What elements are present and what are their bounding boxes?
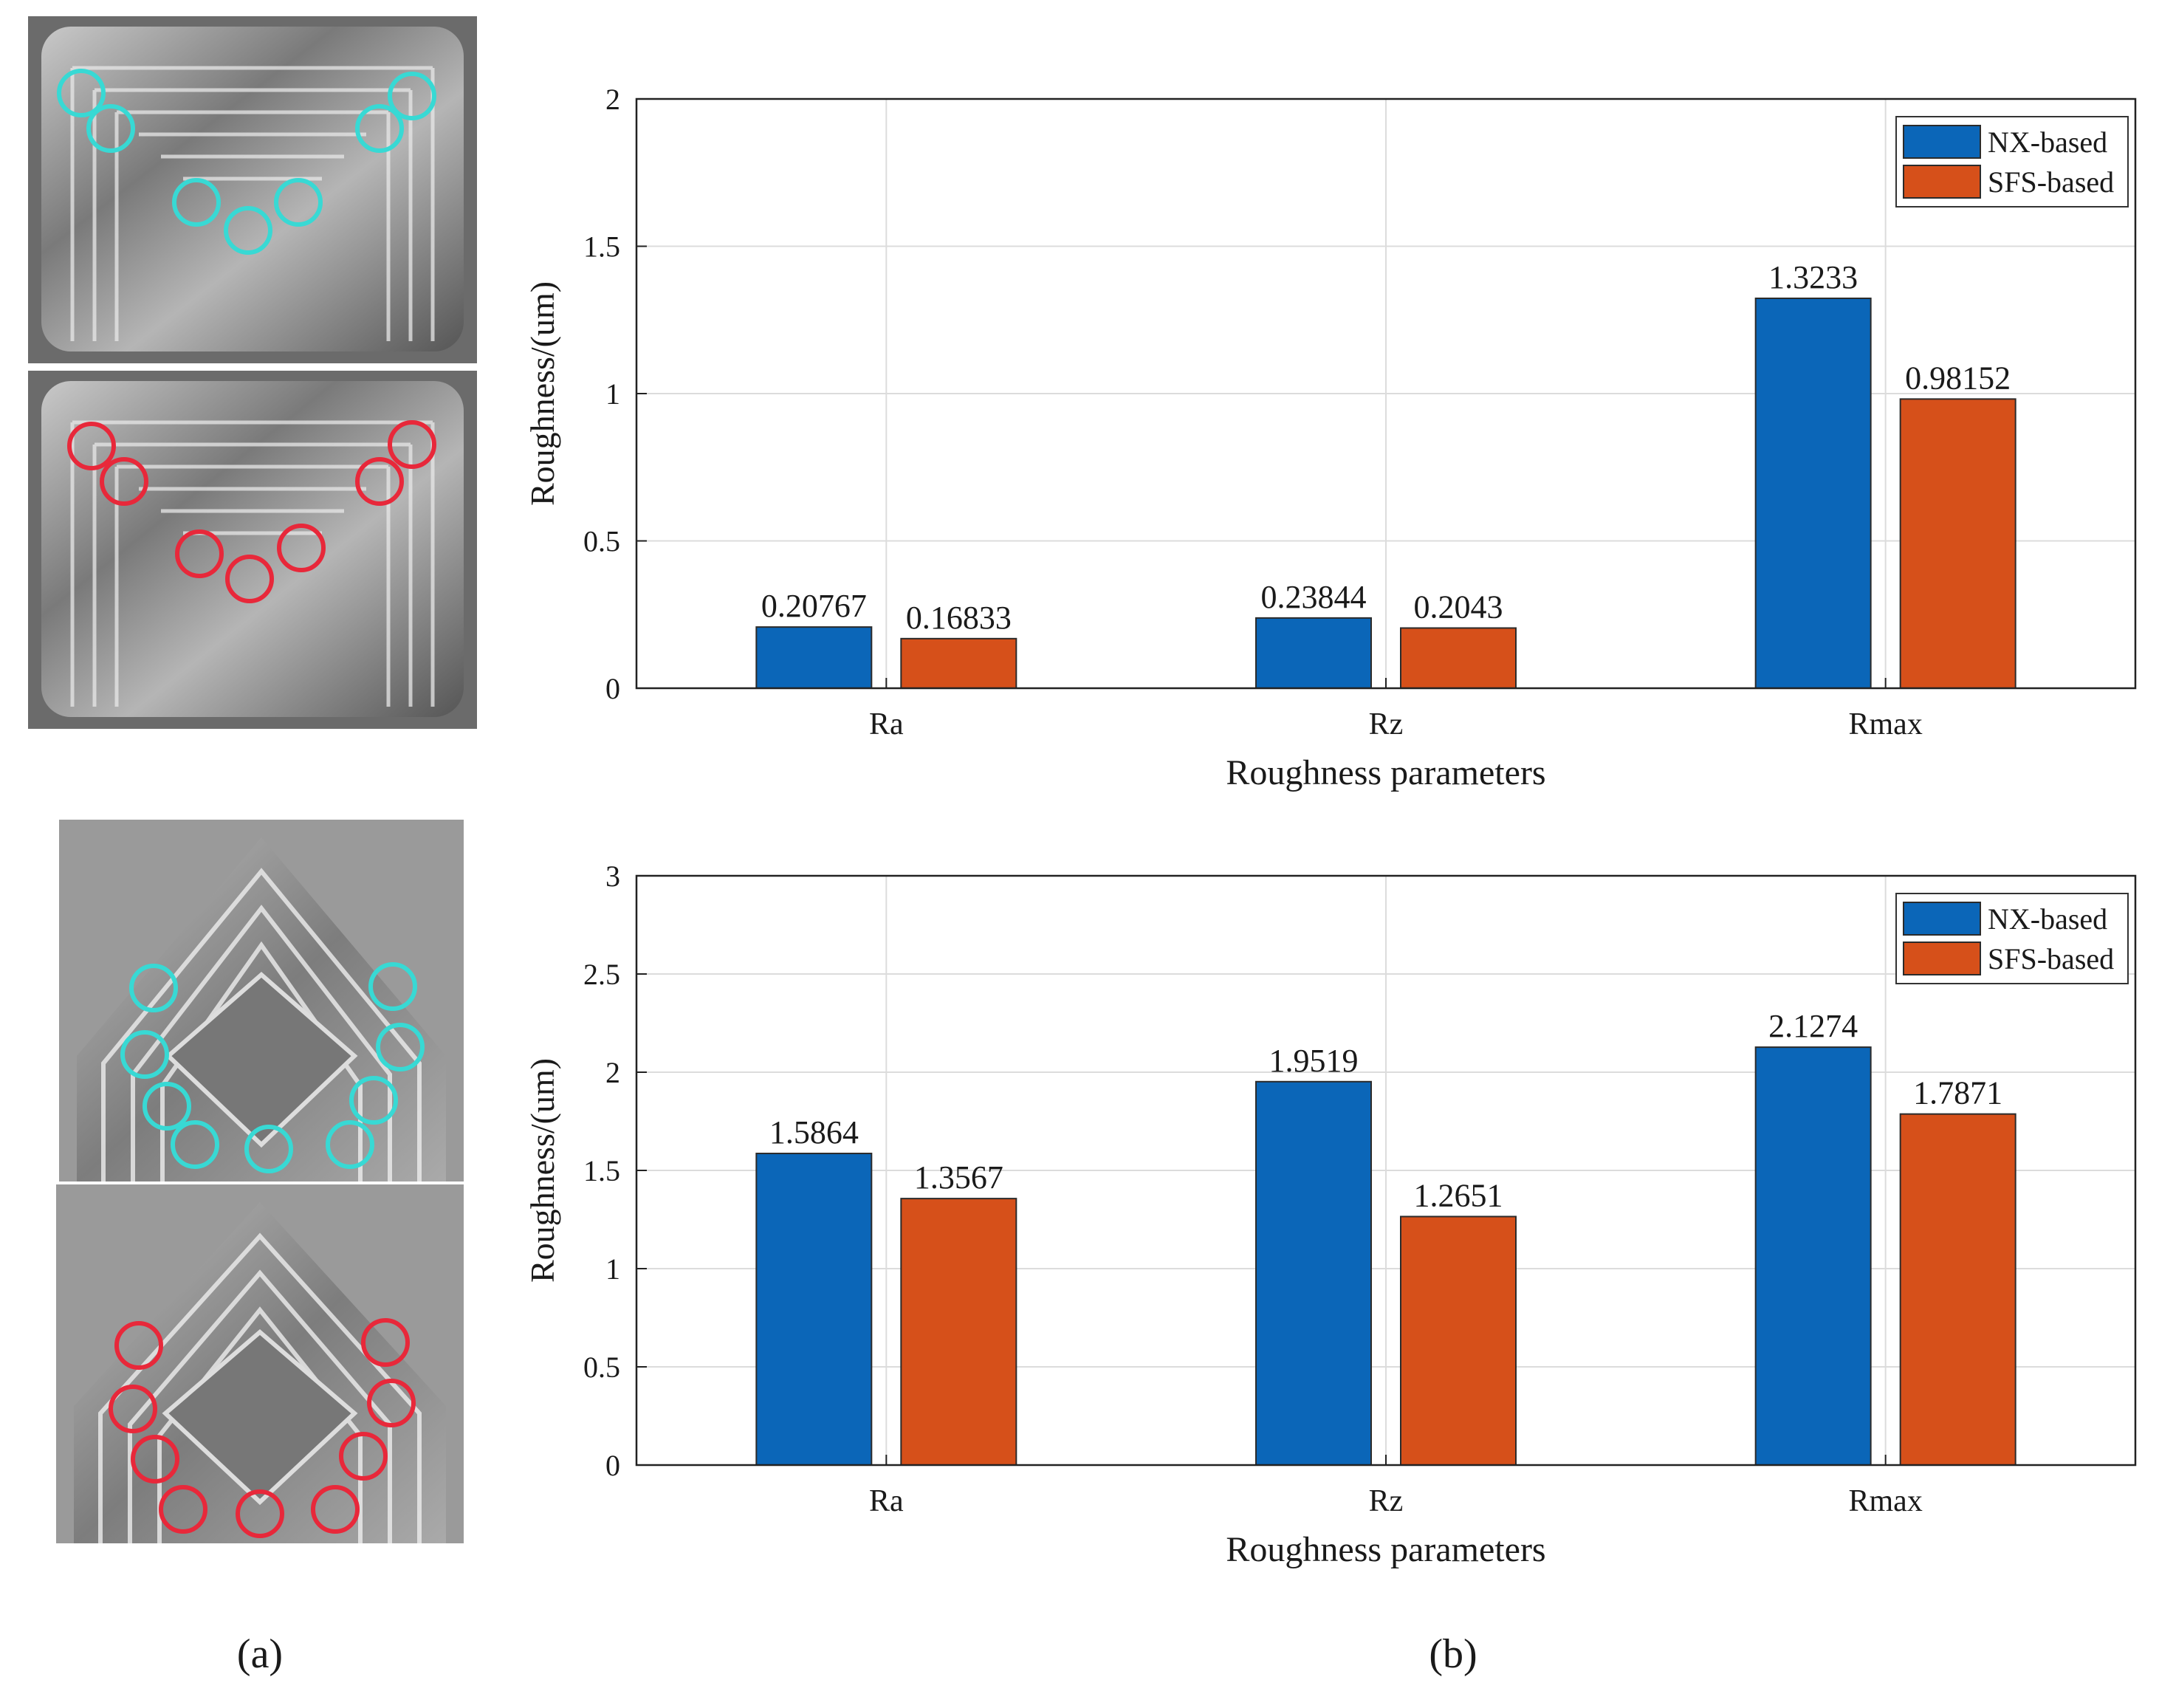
data-label-sfs-ra: 1.3567 [914,1159,1003,1196]
data-label-nx-rz: 1.9519 [1269,1043,1359,1079]
bar-sfs-rz [1400,627,1517,690]
legend-label-nx: NX-based [1988,126,2107,159]
y-tick-label: 1 [605,377,620,411]
photo-panel-a [0,0,502,1708]
data-label-sfs-rz: 0.2043 [1414,589,1503,625]
y-tick-label: 0.5 [583,1351,620,1384]
y-tick-label: 2 [605,1056,620,1089]
subfigure-label-a: (a) [236,1631,284,1677]
x-axis-label: Roughness parameters [1226,1530,1545,1569]
axes-box [635,874,2137,1467]
bar-sfs-rmax [1899,1113,2016,1466]
y-tick-label: 2 [605,83,620,116]
legend: NX-based SFS-based [1895,116,2129,208]
legend-swatch-nx [1903,902,1981,936]
y-axis-label: Roughness/(um) [524,1058,561,1283]
photo-pentagon-sfs [56,1184,464,1543]
bar-nx-rmax [1754,1046,1872,1466]
y-tick-label: 0.5 [583,525,620,558]
y-tick-label: 0 [605,672,620,705]
data-label-nx-rz: 0.23844 [1261,579,1367,615]
legend-label-nx: NX-based [1988,902,2107,936]
bar-sfs-rmax [1899,398,2016,689]
y-tick-label: 1.5 [583,230,620,264]
x-tick-label-ra: Ra [869,1484,904,1518]
y-tick-label: 0 [605,1449,620,1482]
bar-sfs-rz [1400,1215,1517,1466]
legend-swatch-sfs [1903,942,1981,975]
x-tick-label-rmax: Rmax [1849,1484,1923,1518]
legend-label-sfs: SFS-based [1988,942,2114,975]
data-label-nx-rmax: 1.3233 [1768,259,1858,295]
subfigure-label-b: (b) [1429,1631,1477,1677]
data-label-nx-ra: 0.20767 [761,588,867,624]
bar-chart-2: 0 0.5 1 1.5 2 2.5 3 Ra Rz Rmax 1.5864 1.9519 2.1274 1… [524,860,2137,1569]
photo-rect-sfs [28,371,477,729]
bar-sfs-ra [900,637,1017,689]
photo-rect-nx [28,16,477,363]
data-label-sfs-rz: 1.2651 [1414,1177,1503,1213]
bar-sfs-ra [900,1198,1017,1466]
legend: NX-based SFS-based [1895,893,2129,984]
photo-pentagon-nx [59,820,464,1181]
data-label-nx-rmax: 2.1274 [1768,1008,1858,1044]
bar-nx-ra [755,626,873,689]
bar-nx-rmax [1754,298,1872,689]
x-tick-label-rz: Rz [1369,1484,1404,1518]
y-tick-label: 3 [605,860,620,893]
data-label-nx-ra: 1.5864 [769,1114,859,1150]
axes-box [635,97,2137,690]
y-tick-label: 2.5 [583,958,620,991]
bar-nx-rz [1255,617,1372,689]
x-tick-label-rmax: Rmax [1849,707,1923,741]
legend-swatch-sfs [1903,165,1981,199]
bar-nx-rz [1255,1080,1372,1466]
bar-nx-ra [755,1153,873,1466]
data-label-sfs-ra: 0.16833 [906,600,1012,636]
data-label-sfs-rmax: 1.7871 [1913,1075,2002,1111]
legend-swatch-nx [1903,125,1981,159]
legend-label-sfs: SFS-based [1988,165,2114,199]
y-tick-label: 1 [605,1252,620,1286]
y-tick-label: 1.5 [583,1154,620,1187]
x-tick-label-rz: Rz [1369,707,1404,741]
bar-chart-1: 0 0.5 1 1.5 2 Ra Rz Rmax 0.20767 0.23844 1.3233 0.1… [524,83,2137,792]
x-axis-label: Roughness parameters [1226,753,1545,792]
data-label-sfs-rmax: 0.98152 [1905,360,2011,396]
x-tick-label-ra: Ra [869,707,904,741]
y-axis-label: Roughness/(um) [524,281,561,506]
